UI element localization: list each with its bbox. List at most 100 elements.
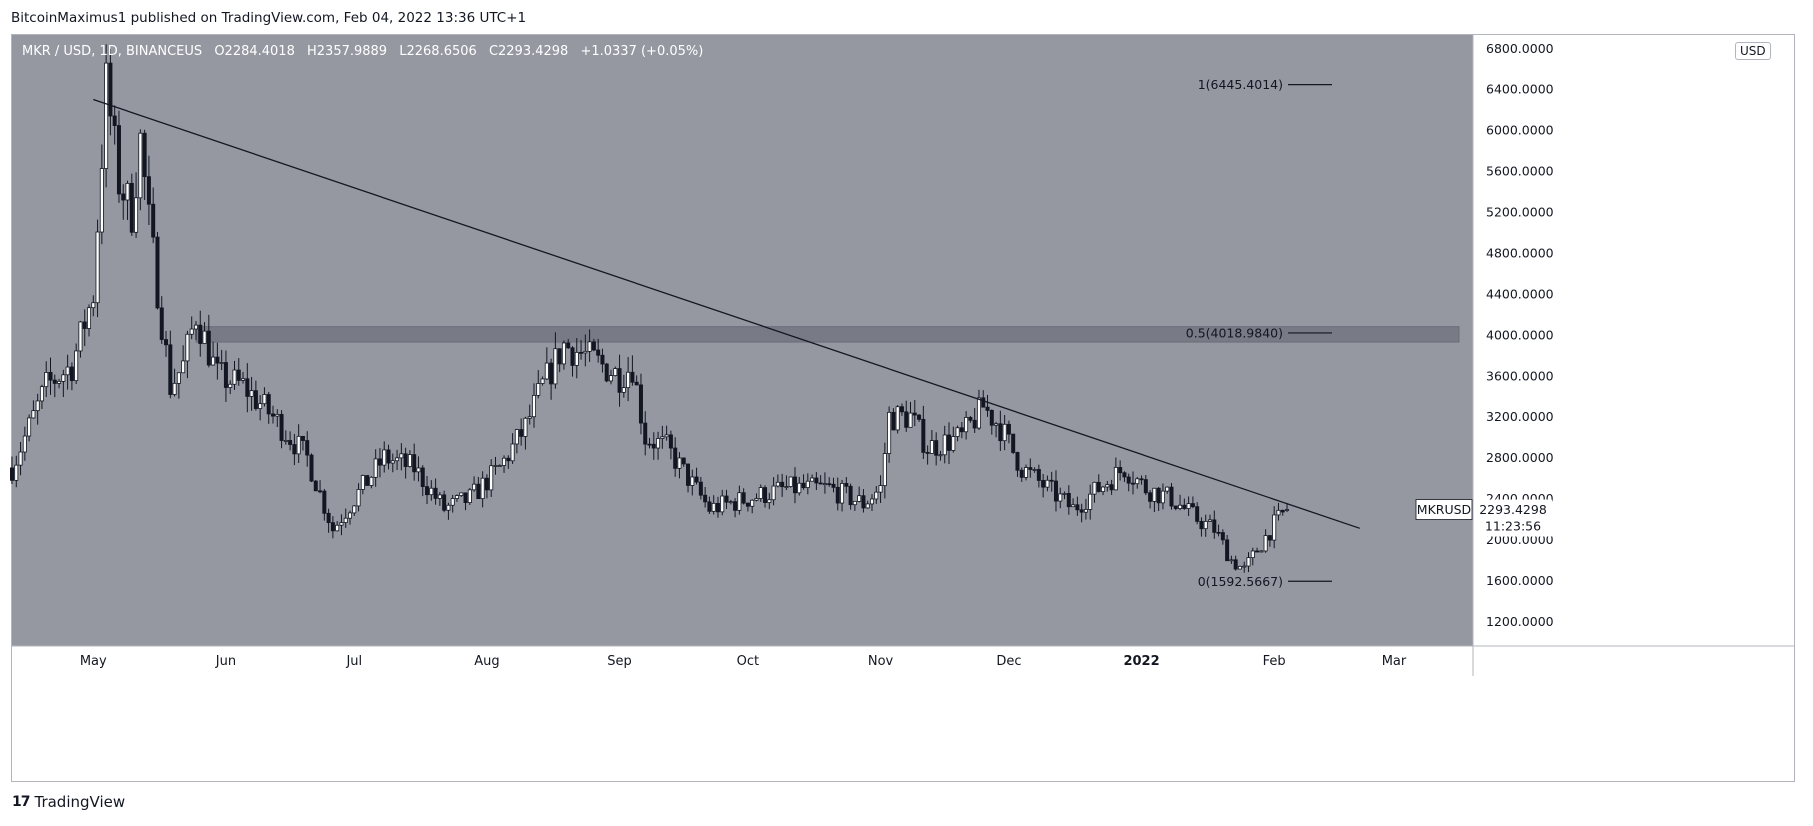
candle-body xyxy=(116,125,121,195)
candle-body xyxy=(1169,486,1174,507)
candle-body xyxy=(1143,479,1148,494)
candle-body xyxy=(322,490,327,514)
candle-body xyxy=(934,440,939,456)
price-axis[interactable]: 1200.00001600.00002000.00002400.00002800… xyxy=(1486,41,1554,629)
currency-badge[interactable]: USD xyxy=(1735,42,1771,60)
x-tick-label: Sep xyxy=(607,654,632,669)
tradingview-logo-icon: 17 xyxy=(12,794,31,810)
candle-body xyxy=(296,435,301,455)
candle-body xyxy=(1101,486,1106,492)
x-tick-label: May xyxy=(80,654,107,669)
candle-body xyxy=(1212,519,1217,533)
candle-body xyxy=(1019,469,1024,478)
grid xyxy=(12,35,1794,676)
candle-body xyxy=(206,330,211,366)
candle-body xyxy=(1071,504,1076,508)
candle-body xyxy=(656,438,661,449)
y-tick-label: 3200.0000 xyxy=(1486,409,1554,424)
candle-body xyxy=(142,132,147,178)
candle-body xyxy=(677,457,682,469)
candle-body xyxy=(386,449,391,464)
candle-body xyxy=(1011,433,1016,453)
candle-body xyxy=(579,351,584,354)
candle-body xyxy=(899,406,904,413)
y-tick-label: 6400.0000 xyxy=(1486,82,1554,97)
candle-body xyxy=(1002,423,1007,442)
candle-body xyxy=(694,476,699,483)
candle-body xyxy=(985,406,990,411)
candle-body xyxy=(767,499,772,503)
candle-body xyxy=(660,436,665,439)
candle-body xyxy=(810,477,815,482)
candle-body xyxy=(959,427,964,433)
candle-body xyxy=(1203,520,1208,530)
x-tick-label: Mar xyxy=(1382,654,1407,669)
candle-body xyxy=(822,483,827,486)
candle-body xyxy=(874,491,879,500)
candle-body xyxy=(125,182,130,201)
candle-body xyxy=(202,330,207,344)
candle-body xyxy=(416,467,421,473)
legend-symbol[interactable]: MKR / USD, 1D, BINANCEUS xyxy=(22,44,203,59)
candle-body xyxy=(104,62,109,169)
candle-body xyxy=(609,375,614,382)
candle-body xyxy=(1066,493,1071,508)
candle-body xyxy=(566,342,571,349)
candle-body xyxy=(493,465,498,467)
candle-body xyxy=(1246,557,1251,567)
candle-body xyxy=(497,465,502,467)
candle-body xyxy=(1122,472,1127,478)
candle-body xyxy=(1096,481,1101,492)
candle-body xyxy=(570,347,575,366)
candle-body xyxy=(741,492,746,504)
candle-body xyxy=(442,494,447,511)
candle-body xyxy=(617,368,622,393)
candle-body xyxy=(1006,423,1011,435)
candle-body xyxy=(1148,492,1153,502)
candle-body xyxy=(155,236,160,309)
candle-body xyxy=(52,379,57,384)
candle-body xyxy=(489,465,494,491)
candle-body xyxy=(138,132,143,199)
candle-body xyxy=(1058,493,1063,502)
candle-body xyxy=(313,480,318,492)
chart-frame xyxy=(11,34,1795,782)
candle-body xyxy=(467,489,472,503)
candle-body xyxy=(527,416,532,419)
ticker-label: MKRUSD xyxy=(1417,502,1471,517)
candle-body xyxy=(266,394,271,415)
candle-body xyxy=(686,463,691,486)
candle-body xyxy=(574,351,579,366)
candle-body xyxy=(270,413,275,417)
candle-body xyxy=(882,453,887,486)
time-axis[interactable]: May Jun Jul Aug Sep Oct Nov Dec 2022 Feb Mar xyxy=(80,654,1407,669)
candle-body xyxy=(981,397,986,408)
candle-body xyxy=(1208,519,1213,522)
y-tick-label: 3600.0000 xyxy=(1486,368,1554,383)
candle-body xyxy=(1028,467,1033,470)
y-tick-label: 1600.0000 xyxy=(1486,573,1554,588)
candle-body xyxy=(1280,509,1285,513)
legend-low-label: L xyxy=(399,44,407,59)
candle-body xyxy=(446,504,451,511)
legend-change: +1.0337 (+0.05%) xyxy=(580,44,704,59)
ticker-tag xyxy=(1415,499,1473,520)
candle-body xyxy=(788,476,793,487)
candle-body xyxy=(275,414,280,417)
descending-trendline xyxy=(93,98,1360,529)
candle-body xyxy=(955,427,960,437)
candle-body xyxy=(553,348,558,385)
candle-body xyxy=(827,483,832,486)
candle-body xyxy=(27,417,32,437)
candle-body xyxy=(844,483,849,487)
candle-body xyxy=(151,203,156,238)
footer-brand[interactable]: TradingView xyxy=(34,793,126,811)
candle-body xyxy=(805,480,810,488)
candle-body xyxy=(1083,509,1088,513)
candle-body xyxy=(57,380,62,384)
candle-body xyxy=(1237,565,1242,570)
candle-body xyxy=(1255,550,1260,553)
candle-body xyxy=(382,449,387,466)
candle-body xyxy=(343,517,348,523)
